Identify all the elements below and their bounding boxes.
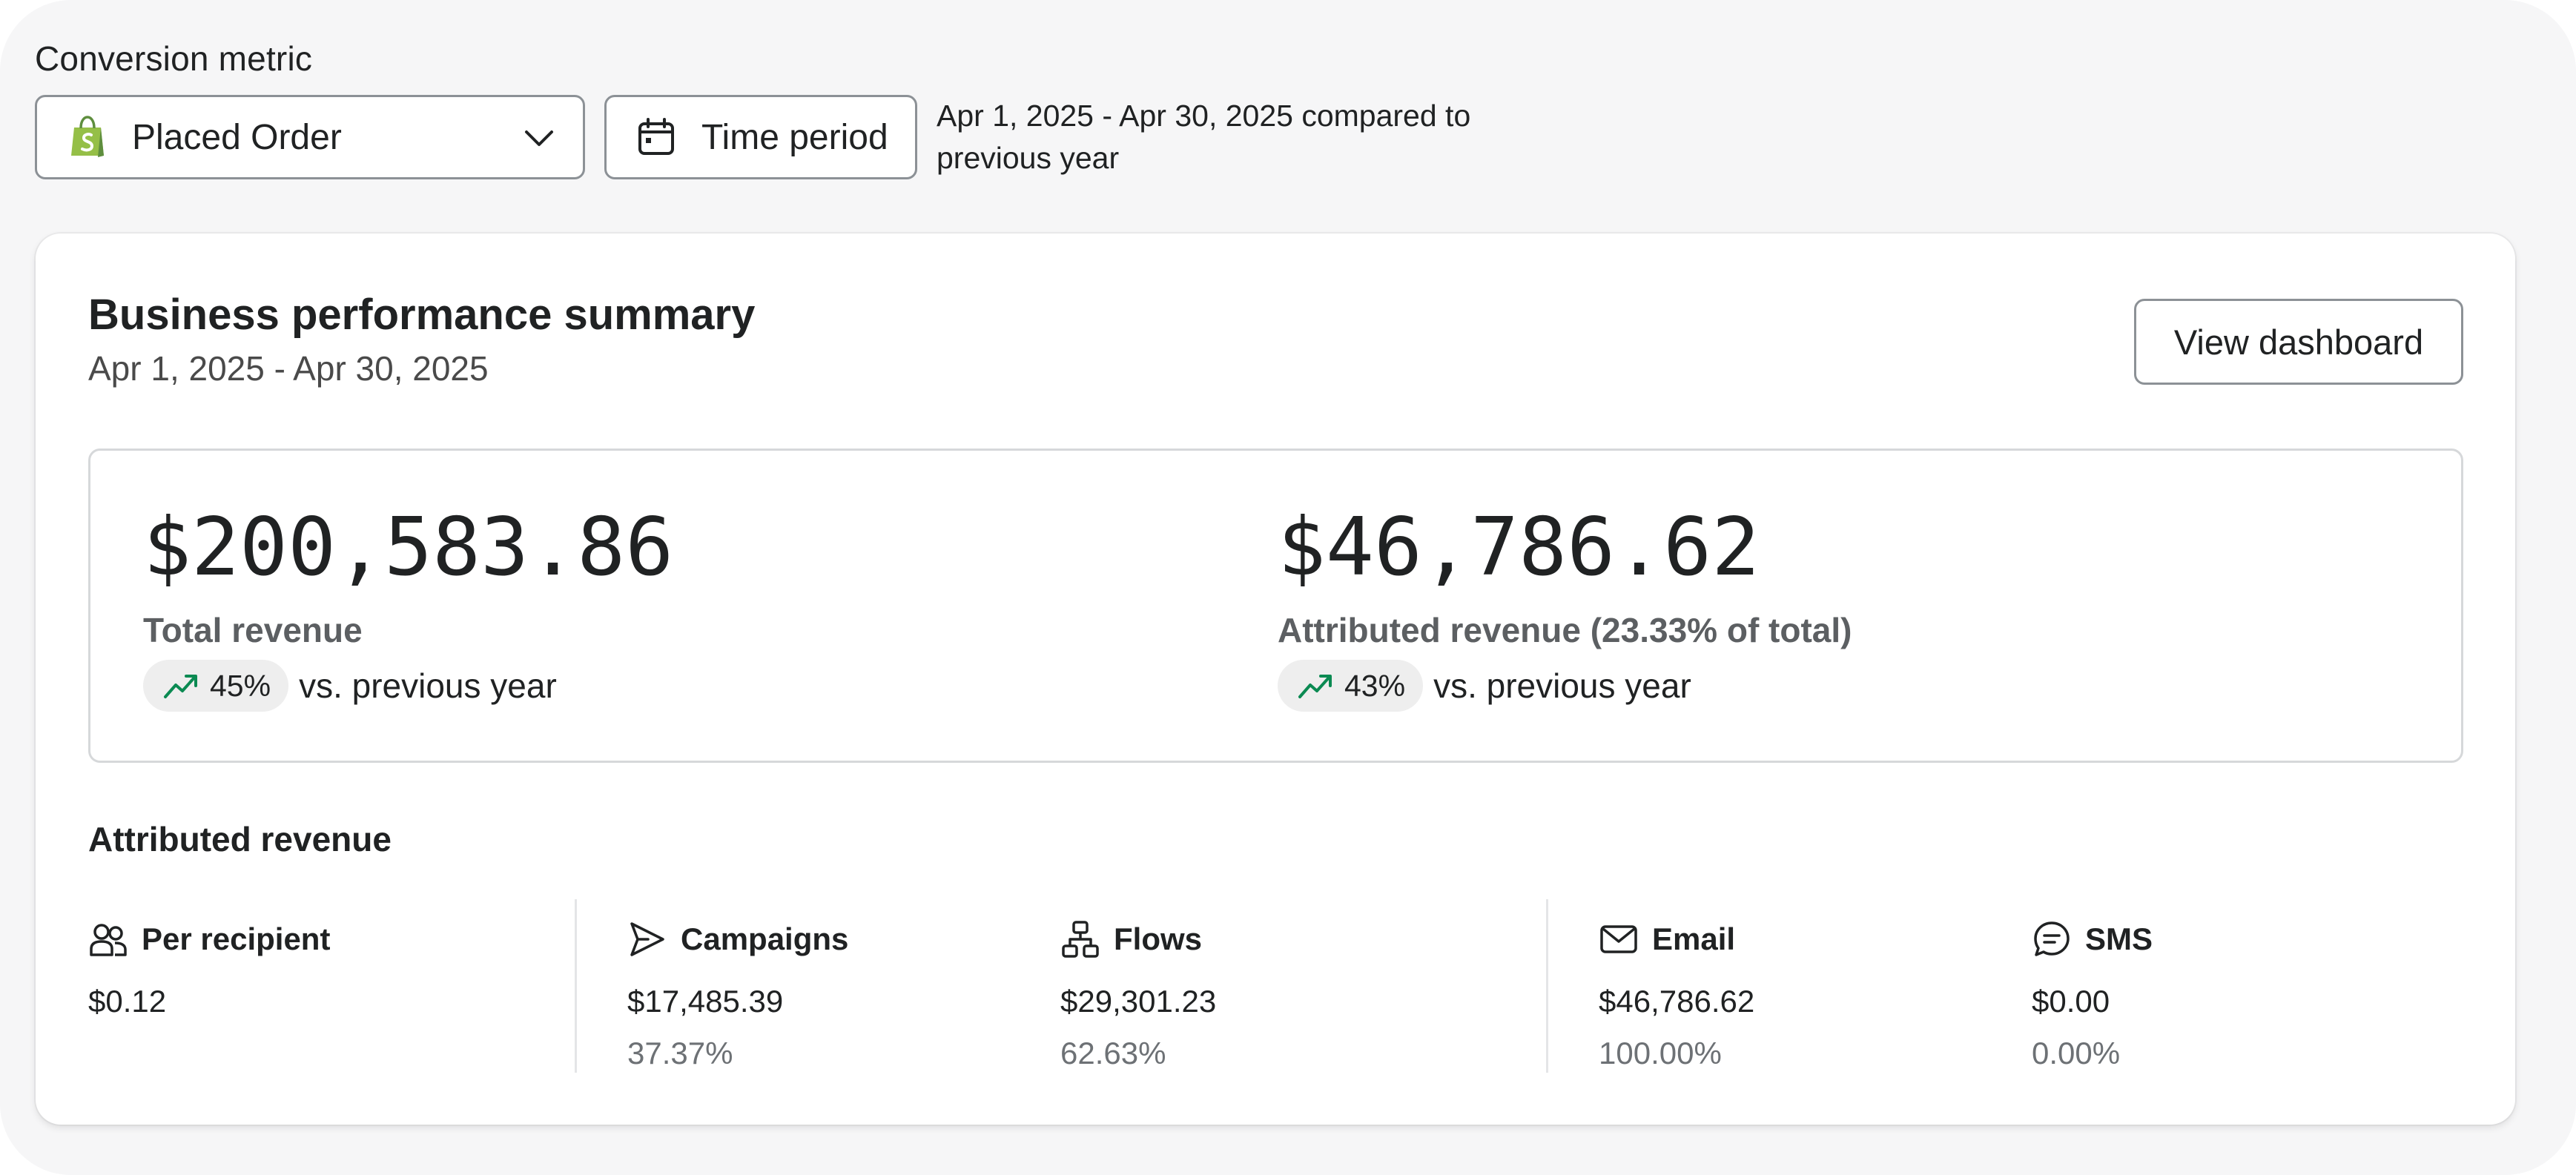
- attributed-revenue-label: Attributed revenue (23.33% of total): [1278, 611, 1852, 649]
- conversion-metric-label: Conversion metric: [35, 39, 313, 78]
- send-icon: [630, 922, 664, 956]
- flows-value: $29,301.23: [1060, 984, 1217, 1019]
- sms-value: $0.00: [2032, 984, 2110, 1019]
- flows-percent: 62.63%: [1060, 1036, 1166, 1070]
- chevron-down-icon: [525, 130, 553, 146]
- sms-percent: 0.00%: [2032, 1036, 2121, 1070]
- change-suffix: vs. previous year: [1433, 666, 1691, 705]
- campaigns-column: Campaigns $17,485.39 37.37%: [627, 919, 849, 1070]
- kpi-panel: $200,583.86 Total revenue 45% vs. previo…: [88, 449, 2463, 763]
- email-column: Email $46,786.62 100.00%: [1599, 919, 1754, 1070]
- total-revenue-label: Total revenue: [143, 611, 363, 649]
- mail-icon: [1600, 925, 1637, 953]
- change-suffix: vs. previous year: [299, 666, 557, 705]
- per-recipient-label: Per recipient: [142, 921, 331, 956]
- card-date-range: Apr 1, 2025 - Apr 30, 2025: [88, 349, 489, 388]
- attributed-revenue-change: 43% vs. previous year: [1278, 660, 1691, 712]
- trending-up-icon: [1298, 675, 1332, 698]
- shopify-bag-icon: [71, 116, 104, 157]
- users-icon: [90, 924, 127, 956]
- email-label: Email: [1652, 921, 1736, 956]
- time-period-label: Time period: [701, 117, 888, 157]
- flows-column: Flows $29,301.23 62.63%: [1060, 919, 1216, 1070]
- column-divider: [575, 899, 577, 1073]
- attributed-revenue-value: $46,786.62: [1278, 501, 1760, 594]
- campaigns-percent: 37.37%: [627, 1036, 733, 1070]
- sms-column: SMS $0.00 0.00%: [2032, 919, 2153, 1070]
- time-period-button[interactable]: Time period: [604, 95, 917, 179]
- email-value: $46,786.62: [1599, 984, 1755, 1019]
- calendar-icon: [638, 118, 674, 155]
- flows-label: Flows: [1114, 921, 1203, 956]
- flow-icon: [1062, 921, 1099, 958]
- total-revenue-change: 45% vs. previous year: [143, 660, 557, 712]
- trending-up-icon: [164, 675, 197, 698]
- view-dashboard-button[interactable]: View dashboard: [2134, 299, 2463, 385]
- sms-icon: [2034, 921, 2070, 956]
- column-divider: [1546, 899, 1548, 1073]
- campaigns-label: Campaigns: [681, 921, 849, 956]
- card-title: Business performance summary: [88, 291, 756, 339]
- attributed-revenue-heading: Attributed revenue: [88, 820, 392, 858]
- change-badge: 43%: [1278, 660, 1424, 712]
- change-badge: 45%: [143, 660, 289, 712]
- comparison-period-note: Apr 1, 2025 - Apr 30, 2025 compared to p…: [937, 99, 1471, 175]
- conversion-metric-select[interactable]: Placed Order: [35, 95, 585, 179]
- per-recipient-column: Per recipient $0.12: [88, 919, 331, 1019]
- change-percent: 43%: [1344, 668, 1406, 703]
- per-recipient-value: $0.12: [88, 984, 167, 1019]
- sms-label: SMS: [2085, 921, 2153, 956]
- email-percent: 100.00%: [1599, 1036, 1722, 1070]
- change-percent: 45%: [210, 668, 271, 703]
- business-performance-card: Business performance summary Apr 1, 2025…: [36, 234, 2515, 1125]
- conversion-metric-value: Placed Order: [132, 117, 342, 157]
- campaigns-value: $17,485.39: [627, 984, 784, 1019]
- total-revenue-value: $200,583.86: [143, 501, 674, 594]
